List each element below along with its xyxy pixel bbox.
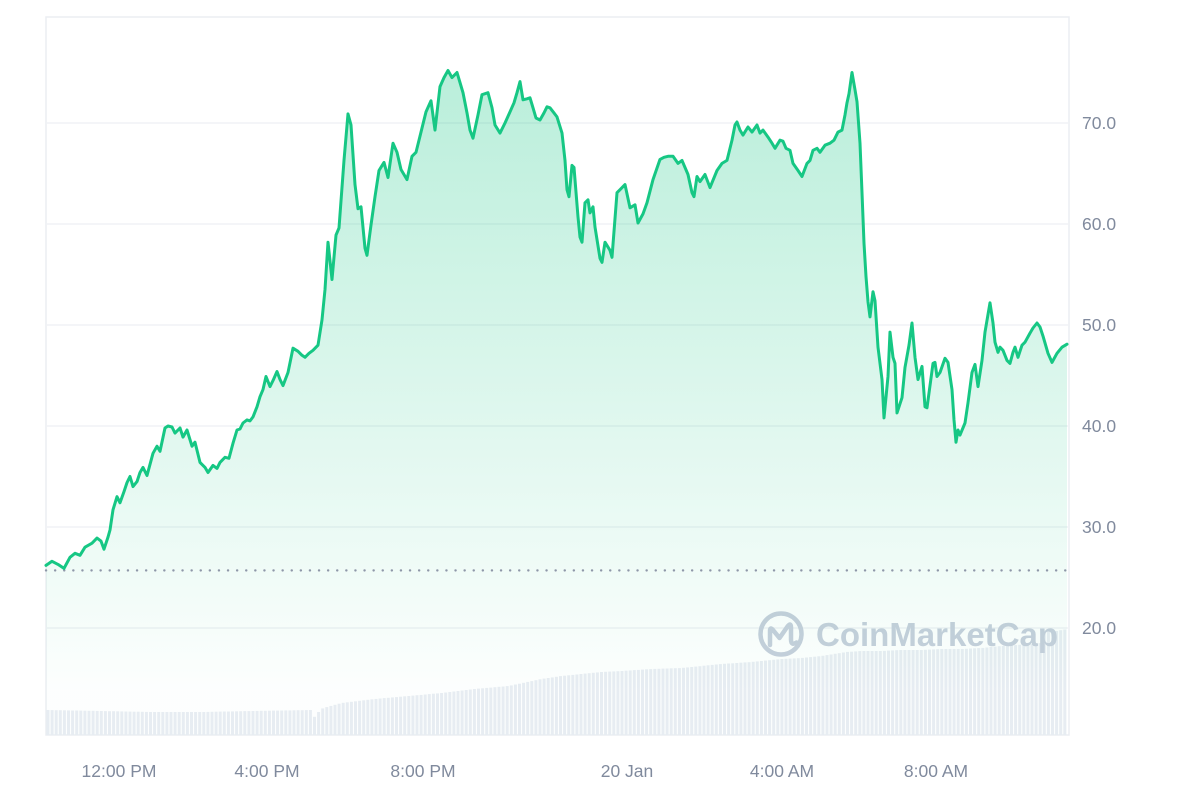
y-tick-label: 70.0 xyxy=(1082,113,1116,133)
x-tick-label: 4:00 PM xyxy=(234,761,299,781)
y-tick-label: 20.0 xyxy=(1082,618,1116,638)
y-tick-label: 40.0 xyxy=(1082,416,1116,436)
x-tick-label: 4:00 AM xyxy=(750,761,814,781)
price-area-fill xyxy=(46,70,1067,735)
x-tick-label: 8:00 PM xyxy=(390,761,455,781)
y-tick-label: 50.0 xyxy=(1082,315,1116,335)
price-line xyxy=(44,69,1069,570)
x-tick-label: 8:00 AM xyxy=(904,761,968,781)
x-tick-label: 12:00 PM xyxy=(82,761,157,781)
x-tick-label: 20 Jan xyxy=(601,761,654,781)
chart-plot-area[interactable] xyxy=(46,17,1069,735)
y-tick-label: 60.0 xyxy=(1082,214,1116,234)
y-tick-label: 30.0 xyxy=(1082,517,1116,537)
